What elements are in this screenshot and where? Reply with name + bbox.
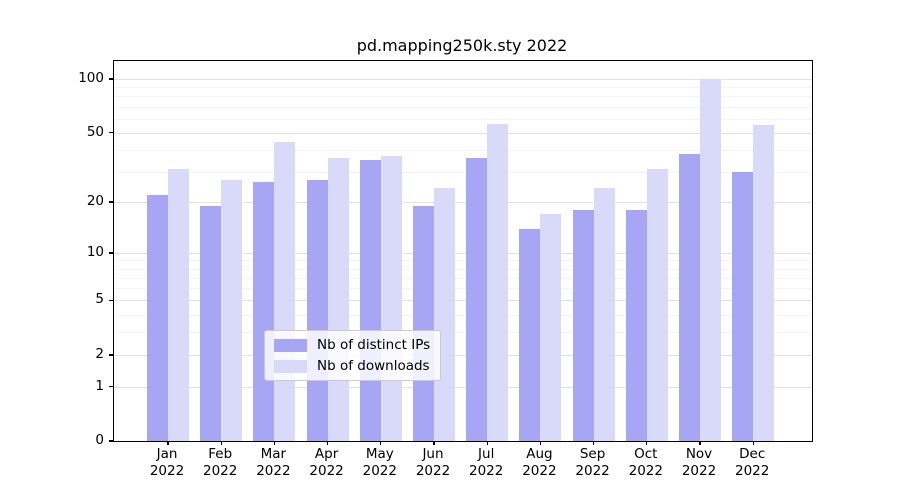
x-tick	[646, 441, 648, 445]
y-tick	[109, 201, 113, 203]
bar-downloads-jan	[168, 169, 189, 441]
x-tick	[220, 441, 222, 445]
y-tick-label: 2	[95, 345, 104, 362]
x-tick-label: Oct 2022	[628, 446, 663, 479]
gridline-minor	[114, 260, 812, 262]
chart-title: pd.mapping250k.sty 2022	[356, 36, 568, 55]
x-tick	[273, 441, 276, 445]
bar-distinct-ips-nov	[679, 153, 700, 441]
x-tick-label: Dec 2022	[735, 446, 770, 479]
gridline-minor	[114, 288, 812, 290]
bar-downloads-mar	[274, 142, 296, 441]
y-tick-label: 50	[86, 123, 104, 140]
bar-distinct-ips-jan	[147, 195, 168, 441]
bar-downloads-apr	[327, 157, 349, 441]
gridline-minor	[114, 87, 812, 89]
y-tick	[109, 354, 113, 356]
y-tick-label: 5	[95, 291, 104, 308]
gridline-minor	[114, 149, 812, 151]
y-tick-label: 100	[78, 69, 104, 86]
x-tick-label: Jan 2022	[149, 446, 185, 479]
y-tick-label: 0	[95, 432, 104, 448]
gridline-minor	[114, 118, 812, 120]
legend-item-downloads: Nb of downloads	[274, 358, 430, 374]
gridline-minor	[114, 314, 812, 316]
gridline-major	[114, 252, 812, 254]
y-tick	[109, 299, 113, 302]
plot-area	[109, 60, 813, 445]
x-tick	[326, 441, 329, 445]
bar-distinct-ips-jun	[413, 206, 434, 441]
x-tick	[486, 441, 488, 445]
x-tick	[592, 441, 595, 445]
x-tick-label: May 2022	[362, 446, 397, 479]
bar-downloads-aug	[540, 214, 562, 441]
bar-downloads-sep	[593, 188, 615, 441]
bar-downloads-feb	[221, 179, 243, 441]
bar-distinct-ips-aug	[519, 228, 541, 441]
gridline-minor	[114, 106, 812, 108]
legend-label-downloads: Nb of downloads	[317, 358, 430, 374]
x-tick	[433, 441, 435, 445]
x-tick-label: Jun 2022	[415, 446, 451, 479]
bar-downloads-jun	[434, 188, 455, 441]
y-tick	[109, 252, 113, 254]
gridline-major	[114, 354, 812, 356]
x-tick-label: Jul 2022	[469, 446, 504, 479]
x-tick	[380, 441, 382, 445]
gridline-minor	[114, 96, 812, 98]
gridline-minor	[114, 277, 812, 279]
gridline-major	[114, 386, 812, 388]
x-tick-label: Mar 2022	[256, 446, 291, 479]
x-tick	[752, 441, 754, 445]
bar-distinct-ips-jul	[466, 157, 488, 441]
x-tick-label: Sep 2022	[575, 446, 610, 479]
gridline-minor	[114, 268, 812, 270]
legend: Nb of distinct IPs Nb of downloads	[264, 330, 442, 381]
y-tick	[109, 440, 113, 442]
bar-distinct-ips-apr	[306, 179, 328, 441]
bar-downloads-oct	[646, 169, 668, 441]
x-tick-label: Aug 2022	[522, 446, 557, 479]
y-tick-label: 10	[86, 243, 104, 260]
bar-distinct-ips-mar	[253, 182, 275, 441]
bar-downloads-jul	[487, 123, 509, 441]
bar-distinct-ips-feb	[200, 206, 222, 441]
gridline-major	[114, 78, 812, 80]
y-tick-label: 1	[95, 377, 104, 394]
bar-downloads-nov	[700, 78, 721, 441]
bar-distinct-ips-dec	[732, 171, 754, 441]
gridline-major	[114, 132, 812, 134]
bar-downloads-dec	[753, 125, 775, 441]
gridline-major	[114, 202, 812, 204]
bar-distinct-ips-oct	[625, 210, 647, 441]
bar-downloads-may	[380, 155, 402, 441]
gridline-minor	[114, 171, 812, 173]
legend-label-distinct-ips: Nb of distinct IPs	[317, 337, 431, 353]
y-tick	[109, 78, 113, 80]
y-tick	[109, 131, 113, 134]
y-tick	[109, 385, 113, 388]
bar-distinct-ips-sep	[572, 210, 594, 441]
legend-swatch-distinct-ips	[274, 338, 307, 352]
x-tick	[167, 441, 169, 445]
x-tick-label: Feb 2022	[203, 446, 238, 479]
gridline-minor	[114, 332, 812, 334]
x-tick	[699, 441, 701, 445]
legend-item-distinct-ips: Nb of distinct IPs	[274, 337, 430, 353]
y-tick-label: 20	[86, 193, 104, 210]
x-tick-label: Nov 2022	[681, 446, 717, 479]
x-tick	[539, 441, 542, 445]
x-tick-label: Apr 2022	[309, 446, 344, 479]
legend-swatch-downloads	[274, 359, 307, 373]
bar-distinct-ips-may	[359, 159, 381, 441]
gridline-major	[114, 300, 812, 302]
